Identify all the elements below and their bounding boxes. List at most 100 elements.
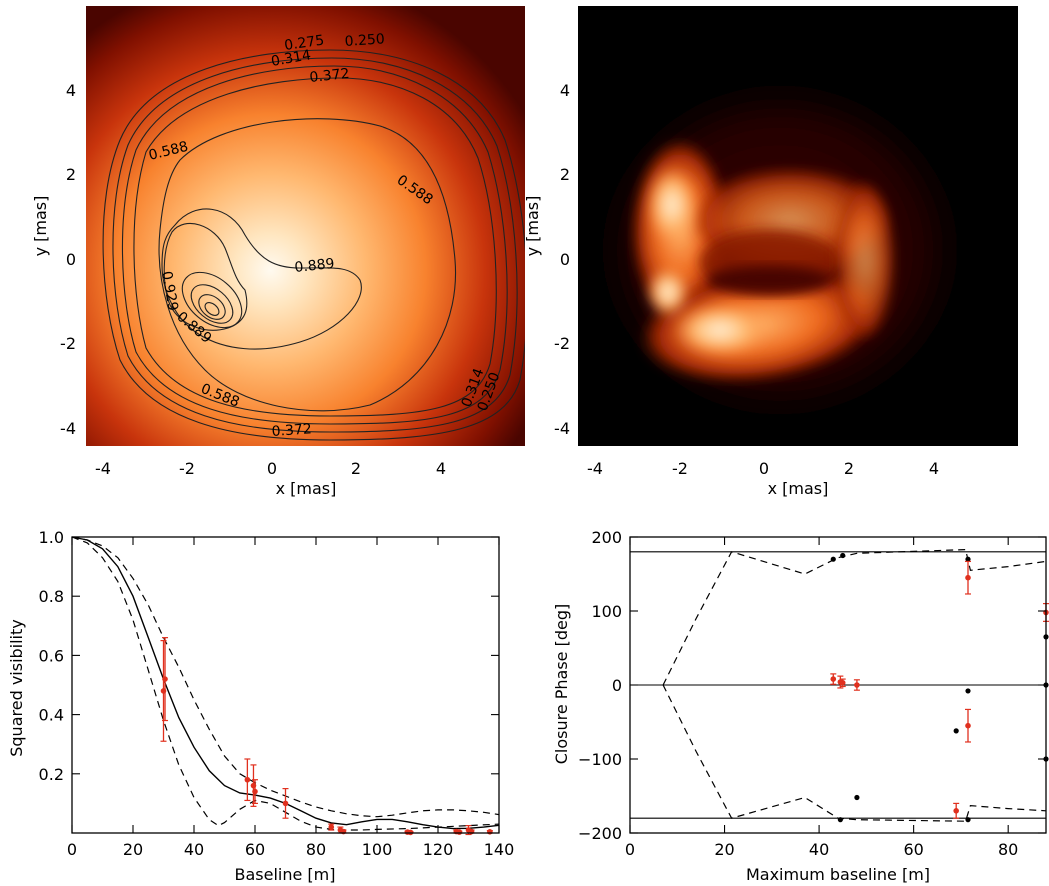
observation <box>853 679 860 691</box>
x-tick-label: -2 <box>672 459 688 478</box>
model-image-axes: -4 -2 0 2 4 4 2 0 -2 -4 x [mas] y [mas] <box>31 81 446 498</box>
contour-label: 0.372 <box>271 421 312 440</box>
visibility-axes: 0 20 40 60 80 100 120 140 1.0 0.8 0.6 0.4 0.2 <box>39 528 515 859</box>
x-tick-label: 2 <box>351 459 361 478</box>
x-tick-label: -2 <box>179 459 195 478</box>
contour-0314 <box>121 65 508 425</box>
contour-label: 0.314 <box>270 47 312 70</box>
plot-frame <box>71 536 500 834</box>
observation <box>486 829 493 835</box>
y-tick-label: 0.2 <box>39 765 64 784</box>
observation <box>965 708 971 743</box>
y-tick-label: 0.4 <box>39 706 64 725</box>
y-tick-label: -4 <box>554 419 570 438</box>
observation <box>282 787 289 819</box>
contour-0372 <box>133 77 497 417</box>
y-tick-label: −200 <box>578 824 622 843</box>
x-tick-label: 0 <box>267 459 277 478</box>
contour-inner-3 <box>198 294 226 320</box>
observation <box>830 673 837 685</box>
data-point <box>487 829 493 835</box>
x-tick-label: 80 <box>306 840 326 859</box>
x-tick-label: 40 <box>184 840 204 859</box>
model-lower-curve <box>71 536 500 831</box>
data-point <box>965 574 971 581</box>
model-point <box>840 552 846 559</box>
data-point <box>328 824 335 830</box>
y-tick-label: -2 <box>60 334 76 353</box>
x-tick-label: 100 <box>362 840 393 859</box>
data-point <box>953 808 959 814</box>
observation <box>953 802 960 819</box>
y-tick-label: 2 <box>560 165 570 184</box>
x-tick-label: 2 <box>844 459 854 478</box>
y-tick-label: 4 <box>560 81 570 100</box>
x-tick-label: 20 <box>714 840 734 859</box>
data-point <box>244 776 251 783</box>
x-tick-label: 60 <box>903 840 923 859</box>
x-tick-label: 0 <box>625 840 635 859</box>
data-point <box>965 722 971 729</box>
data-point <box>162 676 168 682</box>
model-point <box>854 794 860 801</box>
y-tick-label: 0 <box>612 676 622 695</box>
y-tick-label: -4 <box>60 419 76 438</box>
x-tick-label: -4 <box>587 459 603 478</box>
dark-core <box>708 266 832 294</box>
y-tick-labels: 4 2 0 -2 -4 <box>554 81 570 438</box>
model-curve <box>71 536 500 830</box>
x-tick-label: 80 <box>998 840 1018 859</box>
contour-label: 0.275 <box>283 33 325 54</box>
x-tick-label: 40 <box>809 840 829 859</box>
observation <box>252 779 258 805</box>
data-point <box>830 676 837 682</box>
x-axis-label: Baseline [m] <box>235 865 336 884</box>
y-tick-label: −100 <box>578 750 622 769</box>
y-axis-label: y [mas] <box>31 196 50 257</box>
data-point <box>839 679 846 686</box>
x-tick-labels: -4 -2 0 2 4 <box>95 459 446 478</box>
model-image-panel: 0.275 0.250 0.314 0.372 0.588 0.588 0.88… <box>31 6 525 498</box>
x-tick-label: 4 <box>436 459 446 478</box>
x-tick-label: 20 <box>123 840 143 859</box>
model-point <box>965 556 971 562</box>
x-tick-label: 0 <box>759 459 769 478</box>
y-axis-label: y [mas] <box>523 196 542 257</box>
model-lower-curve <box>662 684 1047 822</box>
contour-0929 <box>163 222 248 331</box>
y-tick-label: 100 <box>591 602 622 621</box>
contour-label: 0.929 <box>158 270 181 312</box>
observation <box>244 758 251 802</box>
right-lobe <box>835 180 895 340</box>
model-intensity-map <box>86 6 525 446</box>
bright-spot-lower-left <box>646 266 690 318</box>
reconstructed-image-features <box>580 65 980 435</box>
y-tick-label: 0.8 <box>39 587 64 606</box>
x-axis-label: Maximum baseline [m] <box>746 865 930 884</box>
observation <box>328 823 335 831</box>
model-point <box>953 728 959 734</box>
model-point <box>837 817 843 823</box>
contour-0275 <box>112 57 518 433</box>
data-point <box>282 800 289 807</box>
contour-label: 0.372 <box>309 66 351 86</box>
observation <box>162 637 169 722</box>
x-tick-labels: -4 -2 0 2 4 <box>587 459 939 478</box>
model-upper-curve <box>662 548 1047 686</box>
contour-0250 <box>102 49 525 441</box>
model-upper-curve <box>71 536 500 818</box>
visibility-panel: 0 20 40 60 80 100 120 140 1.0 0.8 0.6 0.4 0.2 Baseli… <box>7 528 514 884</box>
y-tick-label: 1.0 <box>39 528 64 547</box>
closure-phase-axes: 0 20 40 60 80 200 100 0 −100 −200 <box>578 528 1047 859</box>
y-tick-labels: 4 2 0 -2 -4 <box>60 81 76 438</box>
contour-label: 0.250 <box>344 31 385 50</box>
model-point <box>965 688 971 694</box>
x-tick-label: 120 <box>423 840 454 859</box>
model-point <box>830 556 836 562</box>
x-tick-label: 140 <box>484 840 515 859</box>
y-tick-label: 0 <box>66 250 76 269</box>
reconstructed-image-panel: -4 -2 0 2 4 4 2 0 -2 -4 x [mas] y [mas] <box>523 6 1018 498</box>
contour-0588 <box>158 118 457 412</box>
reconstructed-image-axes: -4 -2 0 2 4 4 2 0 -2 -4 x [mas] y [mas] <box>523 81 939 498</box>
